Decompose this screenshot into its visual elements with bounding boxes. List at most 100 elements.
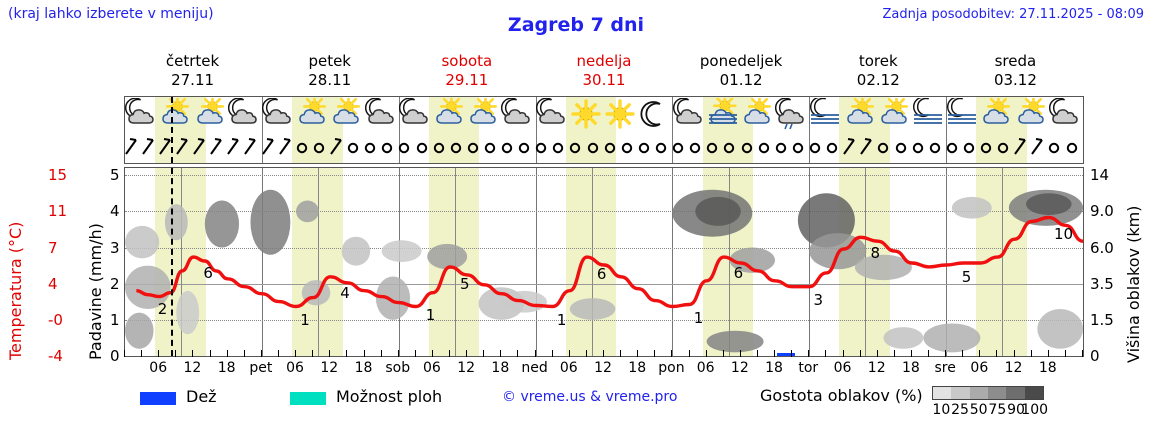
sun-cloud-icon	[159, 97, 193, 134]
x-tick	[893, 350, 895, 357]
x-tick-label: 06	[970, 360, 989, 376]
day-separator	[809, 97, 811, 163]
cloud-density-number: 10	[932, 402, 951, 418]
x-tick-label: 06	[833, 360, 852, 376]
sun-cloud-icon	[433, 97, 467, 134]
x-tick	[431, 350, 433, 357]
day-header-2: petek 28.11	[261, 52, 398, 92]
x-tick	[1064, 350, 1066, 357]
x-tick	[483, 350, 485, 357]
day-date: 29.11	[445, 71, 489, 89]
x-tick-label: 06	[696, 360, 715, 376]
cloud-height-tick: 6.0	[1090, 238, 1114, 257]
wind-calm-icon	[893, 135, 927, 163]
wind-calm-icon	[414, 135, 448, 163]
cloud-density-number: 90	[1007, 402, 1025, 418]
wind-calm-icon	[533, 135, 567, 163]
day-date: 02.12	[856, 71, 900, 89]
sun-cloud-icon	[980, 97, 1014, 134]
wind-barb-icon	[277, 135, 311, 163]
x-tick	[1013, 350, 1015, 357]
day-separator	[398, 97, 400, 163]
moon-cloud-drizzle-icon	[775, 97, 809, 134]
day-date: 30.11	[582, 71, 626, 89]
x-tick	[192, 350, 194, 357]
x-tick	[158, 350, 160, 357]
day-header-5: ponedeljek 01.12	[673, 52, 810, 92]
cloud-density-number: 25	[951, 402, 969, 418]
x-tick	[175, 350, 177, 357]
x-tick	[808, 350, 810, 357]
credit-link[interactable]: © vreme.us & vreme.pro	[502, 389, 678, 405]
wind-calm-icon	[756, 135, 790, 163]
x-tick-label: 12	[730, 360, 749, 376]
x-tick-label: 18	[902, 360, 920, 376]
location-menu-note[interactable]: (kraj lahko izberete v meniju)	[8, 6, 214, 22]
x-tick	[517, 350, 519, 357]
x-tick	[859, 350, 861, 357]
precipitation-tick: 4	[110, 202, 120, 221]
x-tick	[466, 350, 468, 357]
temperature-extreme-label: 6	[203, 264, 213, 283]
day-name: torek	[858, 52, 898, 70]
wind-calm-icon	[379, 135, 413, 163]
wind-calm-icon	[311, 135, 345, 163]
day-separator	[946, 97, 948, 163]
x-tick-label: 06	[149, 360, 168, 376]
temperature-extreme-label: 5	[459, 274, 470, 293]
wind-barb-icon	[328, 135, 362, 163]
x-tick	[1030, 350, 1032, 357]
temperature-tick: 4	[48, 274, 58, 293]
precipitation-tick: 1	[110, 310, 120, 329]
forecast-plot-area: 2614151616385106	[124, 167, 1084, 357]
moon-cloud-icon	[398, 97, 433, 134]
cloud-height-tick: 14	[1090, 166, 1110, 185]
wind-calm-icon	[636, 135, 670, 163]
x-tick	[124, 350, 125, 357]
wind-calm-icon	[345, 135, 379, 163]
x-tick	[928, 350, 930, 357]
x-tick	[226, 350, 228, 357]
moon-cloud-icon	[227, 97, 262, 134]
x-tick	[722, 350, 724, 357]
sun-cloud-icon	[878, 97, 912, 134]
day-header-1: četrtek 27.11	[124, 52, 261, 92]
temperature-extreme-label: 1	[425, 305, 436, 324]
wind-calm-icon	[448, 135, 482, 163]
wind-calm-icon	[910, 135, 944, 163]
cloud-density-legend-ramp	[932, 386, 1044, 400]
x-tick	[774, 350, 776, 357]
x-tick-label: pon	[658, 360, 685, 376]
x-tick	[996, 350, 998, 357]
x-tick-label: 18	[628, 360, 647, 376]
x-tick-label: ned	[521, 360, 548, 376]
cloud-height-tick: 0	[1090, 347, 1100, 365]
wind-barb-icon	[140, 135, 174, 163]
wind-calm-icon	[824, 135, 858, 163]
wind-calm-icon	[653, 135, 687, 163]
day-header-row: četrtek 27.11 petek 28.11 sobota 29.11 nedelja…	[124, 52, 1084, 92]
day-name: ponedeljek	[699, 52, 783, 70]
wind-calm-icon	[670, 135, 704, 163]
x-tick	[312, 350, 314, 357]
wind-calm-icon	[944, 135, 978, 163]
wind-barb-icon	[858, 135, 892, 163]
x-tick-label: 06	[423, 360, 441, 376]
wind-calm-icon	[499, 135, 533, 163]
temperature-extreme-label: 4	[340, 283, 350, 302]
cloud-density-number: 75	[988, 402, 1007, 418]
temperature-extreme-label: 10	[1053, 225, 1074, 244]
moon-cloud-icon	[262, 97, 296, 134]
precipitation-bar	[777, 353, 796, 356]
x-tick	[449, 350, 451, 357]
cloud-density-field	[125, 189, 1083, 353]
temperature-extreme-label: 6	[596, 264, 607, 283]
wind-barb-icon	[208, 135, 242, 163]
cloud-density-step	[987, 387, 1007, 399]
day-date: 28.11	[308, 71, 352, 89]
wind-barb-icon	[191, 135, 225, 163]
x-tick-label: 18	[1038, 360, 1057, 376]
wind-calm-icon	[790, 135, 824, 163]
wind-calm-icon	[431, 135, 465, 163]
x-tick	[551, 350, 553, 357]
